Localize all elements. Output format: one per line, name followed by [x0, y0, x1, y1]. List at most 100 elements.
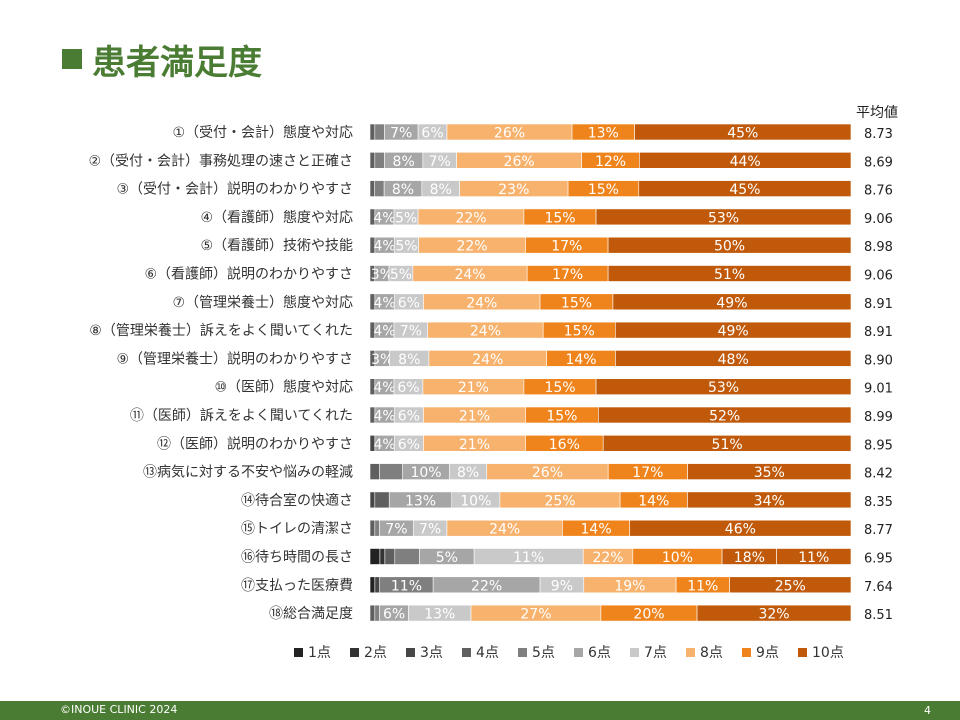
bar-data-label: 8%: [430, 182, 452, 198]
category-label: ③（受付・会計）説明のわかりやすさ: [116, 182, 353, 198]
bar-segment: [696, 604, 852, 622]
bar-data-label: 12%: [595, 154, 626, 170]
bar-data-label: 51%: [714, 267, 745, 283]
average-value: 6.95: [864, 552, 893, 567]
average-value: 9.06: [864, 212, 893, 227]
bar-data-label: 21%: [459, 409, 490, 425]
bar-data-label: 15%: [588, 182, 619, 198]
bar-data-label: 3%: [371, 352, 393, 368]
bar-data-label: 11%: [798, 550, 829, 566]
bar-data-label: 14%: [565, 352, 596, 368]
bar-segment: [687, 463, 852, 480]
bar-data-label: 52%: [709, 409, 740, 425]
average-value: 8.95: [864, 438, 893, 453]
page-title: 患者満足度: [62, 34, 262, 84]
category-label: ⑭待合室の快適さ: [241, 492, 353, 509]
bar-data-label: 10%: [662, 550, 693, 566]
legend-swatch: [406, 648, 415, 657]
average-value: 8.91: [864, 297, 893, 312]
category-label: ⑨（管理栄養士）説明のわかりやすさ: [116, 350, 353, 367]
legend-label: 10点: [812, 645, 844, 661]
bar-data-label: 23%: [498, 182, 529, 198]
bar-data-label: 8%: [392, 182, 414, 198]
bar-segment: [634, 123, 852, 141]
bar-segment: [369, 604, 376, 622]
bar-data-label: 22%: [592, 550, 623, 566]
average-value: 8.69: [864, 155, 893, 170]
bar-data-label: 4%: [373, 210, 395, 226]
legend-label: 3点: [420, 645, 443, 661]
bar-segment: [607, 265, 852, 282]
bar-segment: [595, 208, 852, 226]
bar-data-label: 15%: [564, 324, 595, 340]
bar-segment: [369, 152, 376, 169]
bar-data-label: 17%: [632, 465, 663, 481]
bar-data-label: 20%: [633, 607, 664, 623]
bar-data-label: 9%: [551, 578, 573, 594]
bar-segment: [374, 491, 390, 509]
bar-data-label: 8%: [393, 154, 415, 170]
bar-segment: [369, 576, 376, 594]
bar-data-label: 21%: [459, 437, 490, 453]
bar-data-label: 25%: [775, 578, 806, 594]
bar-segment: [369, 463, 380, 480]
legend-swatch: [294, 648, 303, 657]
bar-data-label: 15%: [544, 210, 575, 226]
category-label: ⑮トイレの清潔さ: [241, 521, 353, 537]
legend-label: 5点: [532, 645, 555, 661]
bar-segment: [687, 491, 852, 509]
bar-data-label: 8%: [398, 352, 420, 368]
bar-data-label: 49%: [716, 295, 747, 311]
bar-data-label: 26%: [494, 126, 525, 142]
bar-data-label: 46%: [725, 522, 756, 538]
bar-data-label: 22%: [456, 239, 487, 255]
bar-segment: [374, 180, 385, 197]
bar-data-label: 25%: [544, 493, 575, 509]
bar-data-label: 26%: [532, 465, 563, 481]
bar-data-label: 24%: [466, 295, 497, 311]
category-label: ④（看護師）態度や対応: [200, 210, 353, 226]
legend-label: 6点: [588, 645, 611, 661]
bar-data-label: 7%: [400, 324, 422, 340]
bar-segment: [374, 576, 381, 594]
bar-data-label: 4%: [373, 380, 395, 396]
bar-data-label: 27%: [520, 607, 551, 623]
bar-data-label: 4%: [373, 239, 395, 255]
category-label: ⑥（看護師）説明のわかりやすさ: [144, 267, 353, 283]
bar-segment: [374, 123, 385, 141]
bar-data-label: 4%: [373, 324, 395, 340]
category-label: ⑫（医師）説明のわかりやすさ: [157, 436, 353, 452]
bar-data-label: 6%: [398, 437, 420, 453]
bar-segment: [602, 434, 852, 452]
average-value: 8.90: [864, 353, 893, 368]
bar-data-label: 13%: [405, 493, 436, 509]
bar-segment: [615, 350, 852, 367]
bar-data-label: 7%: [419, 522, 441, 538]
bar-data-label: 15%: [546, 409, 577, 425]
bar-segment: [369, 123, 376, 141]
bar-data-label: 4%: [373, 409, 395, 425]
bar-data-label: 8%: [457, 465, 479, 481]
bar-data-label: 6%: [397, 380, 419, 396]
bar-segment: [369, 491, 376, 509]
bar-segment: [369, 180, 376, 197]
bar-data-label: 11%: [687, 578, 718, 594]
bar-data-label: 22%: [471, 578, 502, 594]
bar-data-label: 14%: [638, 493, 669, 509]
bar-segment: [615, 321, 852, 339]
bar-data-label: 7%: [429, 154, 451, 170]
legend-label: 8点: [700, 645, 723, 661]
bar-data-label: 53%: [708, 380, 739, 396]
title-square-icon: [62, 49, 82, 69]
legend-swatch: [630, 648, 639, 657]
legend-swatch: [574, 648, 583, 657]
bar-data-label: 6%: [398, 409, 420, 425]
page-title-text: 患者満足度: [92, 42, 262, 83]
bar-data-label: 45%: [729, 182, 760, 198]
category-label: ⑤（看護師）技術や技能: [200, 238, 353, 254]
average-value: 8.77: [864, 523, 893, 538]
category-label: ②（受付・会計）事務処理の速さと正確さ: [88, 153, 353, 169]
category-label: ⑯待ち時間の長さ: [241, 550, 353, 566]
bar-data-label: 13%: [588, 126, 619, 142]
bar-data-label: 50%: [714, 239, 745, 255]
